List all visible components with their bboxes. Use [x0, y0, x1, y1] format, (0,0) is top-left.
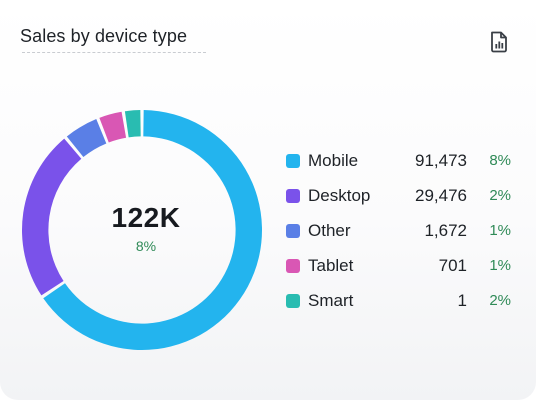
legend-label: Desktop — [308, 185, 371, 205]
legend-value: 1,672 — [424, 220, 467, 240]
legend-label: Mobile — [308, 150, 359, 170]
donut-slice-smart[interactable] — [124, 110, 141, 138]
legend-swatch — [286, 293, 300, 308]
legend-value: 1 — [457, 290, 467, 310]
donut-slice-tablet[interactable] — [99, 111, 127, 143]
legend-change: 2% — [489, 187, 511, 204]
device-donut-chart — [21, 110, 262, 351]
legend-item-other[interactable]: Other 1,672 1% — [286, 213, 522, 248]
donut-slice-other[interactable] — [66, 119, 107, 158]
legend-change: 2% — [489, 292, 511, 309]
legend-value: 29,476 — [415, 185, 467, 205]
total-sales-value: 122K — [111, 202, 181, 233]
total-sales-change: 8% — [135, 238, 157, 254]
donut-slice-desktop[interactable] — [21, 138, 82, 296]
legend-swatch — [286, 223, 300, 238]
legend-item-desktop[interactable]: Desktop 29,476 2% — [286, 178, 522, 213]
device-legend: Mobile 91,473 8% Desktop 29,476 2% Other… — [286, 143, 522, 318]
legend-change: 1% — [489, 257, 511, 274]
legend-item-tablet[interactable]: Tablet 701 1% — [286, 248, 522, 283]
legend-swatch — [286, 258, 300, 273]
title-underline — [22, 52, 206, 53]
legend-change: 8% — [489, 152, 511, 169]
legend-value: 91,473 — [415, 150, 467, 170]
legend-item-mobile[interactable]: Mobile 91,473 8% — [286, 143, 522, 178]
report-icon — [491, 31, 507, 53]
card-title: Sales by device type — [20, 26, 188, 46]
report-button[interactable] — [484, 27, 514, 57]
legend-swatch — [286, 153, 300, 168]
legend-label: Smart — [308, 290, 354, 310]
legend-swatch — [286, 188, 300, 203]
legend-item-smart[interactable]: Smart 1 2% — [286, 283, 522, 318]
legend-label: Other — [308, 220, 351, 240]
legend-value: 701 — [438, 255, 467, 275]
legend-label: Tablet — [308, 255, 354, 275]
legend-change: 1% — [489, 222, 511, 239]
